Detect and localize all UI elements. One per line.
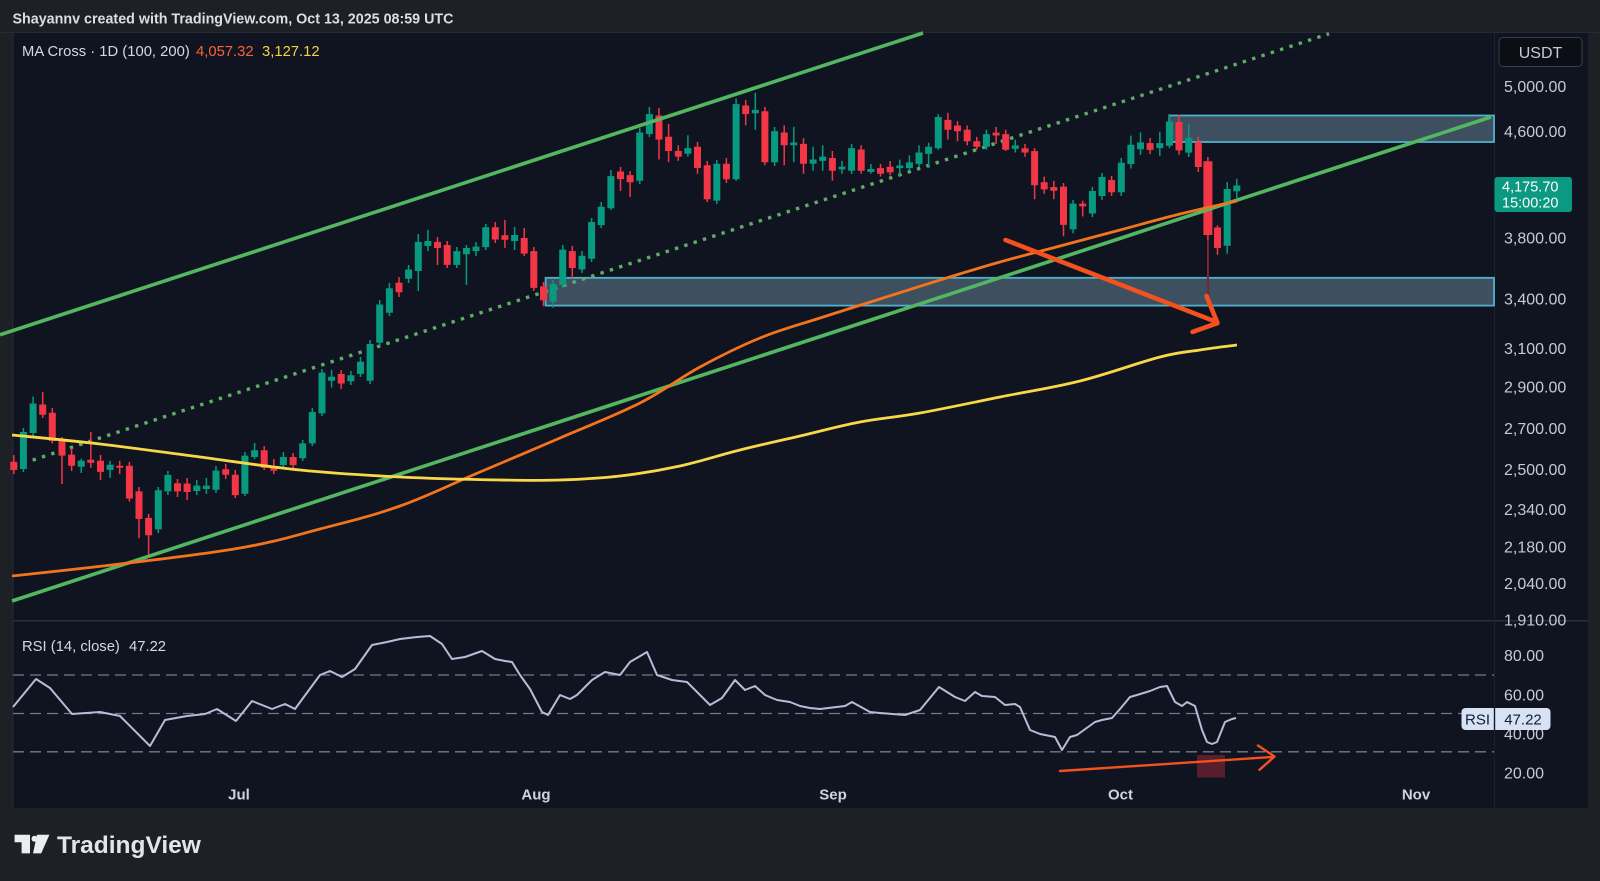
svg-text:3,127.12: 3,127.12 (262, 44, 320, 60)
svg-text:Shayannv created with TradingV: Shayannv created with TradingView.com, O… (13, 12, 454, 28)
svg-text:RSI: RSI (1465, 712, 1490, 729)
svg-text:2,340.00: 2,340.00 (1504, 502, 1566, 519)
svg-text:4,175.70: 4,175.70 (1502, 180, 1558, 196)
svg-text:47.22: 47.22 (129, 639, 166, 655)
svg-text:2,180.00: 2,180.00 (1504, 540, 1566, 557)
svg-text:3,400.00: 3,400.00 (1504, 292, 1566, 309)
svg-text:2,040.00: 2,040.00 (1504, 576, 1566, 593)
svg-text:2,900.00: 2,900.00 (1504, 380, 1566, 397)
svg-text:Nov: Nov (1402, 787, 1431, 804)
svg-text:20.00: 20.00 (1504, 766, 1544, 783)
svg-text:4,057.32: 4,057.32 (196, 44, 254, 60)
svg-text:2,700.00: 2,700.00 (1504, 421, 1566, 438)
svg-text:60.00: 60.00 (1504, 688, 1544, 705)
svg-text:47.22: 47.22 (1504, 712, 1542, 729)
svg-text:RSI (14, close): RSI (14, close) (22, 639, 120, 655)
svg-text:40.00: 40.00 (1504, 727, 1544, 744)
svg-text:5,000.00: 5,000.00 (1504, 79, 1566, 96)
svg-text:TradingView: TradingView (57, 832, 202, 859)
svg-text:Aug: Aug (521, 787, 550, 804)
svg-text:15:00:20: 15:00:20 (1502, 196, 1558, 212)
svg-text:USDT: USDT (1519, 45, 1563, 62)
svg-text:Oct: Oct (1108, 787, 1133, 804)
svg-text:2,500.00: 2,500.00 (1504, 462, 1566, 479)
svg-text:MA Cross · 1D (100, 200): MA Cross · 1D (100, 200) (22, 44, 190, 60)
svg-text:Jul: Jul (228, 787, 250, 804)
svg-text:3,100.00: 3,100.00 (1504, 341, 1566, 358)
svg-text:1,910.00: 1,910.00 (1504, 613, 1566, 630)
svg-text:80.00: 80.00 (1504, 648, 1544, 665)
svg-text:Sep: Sep (819, 787, 847, 804)
svg-text:4,600.00: 4,600.00 (1504, 124, 1566, 141)
svg-text:3,800.00: 3,800.00 (1504, 231, 1566, 248)
